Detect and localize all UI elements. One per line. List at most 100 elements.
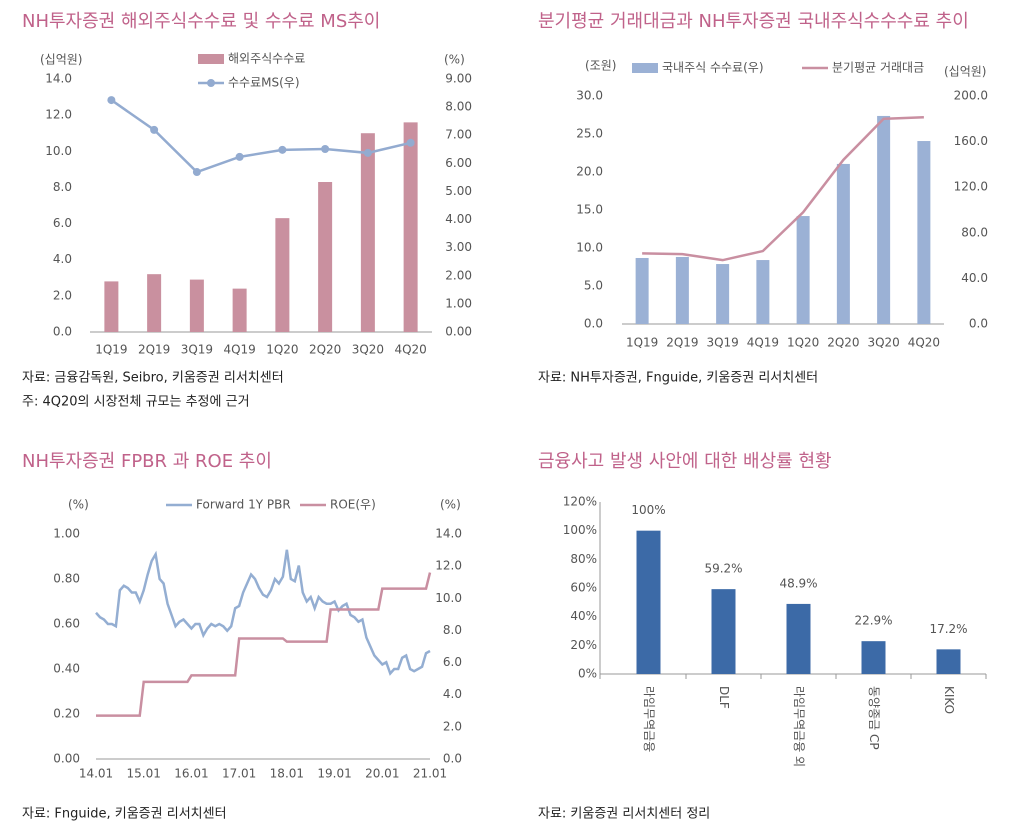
legend-label: 해외주식수수료 xyxy=(228,52,305,66)
line-marker xyxy=(192,168,201,177)
y2-tick-label: 6.00 xyxy=(445,156,472,170)
line xyxy=(110,99,411,174)
x-tick-label: 라임무역금융 외 xyxy=(792,686,806,767)
x-tick-label: 21.01 xyxy=(413,767,447,781)
x-tick-label: 14.01 xyxy=(79,767,113,781)
note: 주: 4Q20의 시장전체 규모는 추정에 근거 xyxy=(22,395,250,410)
value-label: 48.9% xyxy=(779,576,817,590)
y-tick-label: 60% xyxy=(570,581,597,595)
value-label: 100% xyxy=(631,503,665,517)
y2-tick-label: 120.0 xyxy=(954,180,988,194)
bar xyxy=(756,260,770,324)
y-axis-unit: (십억원) xyxy=(40,53,82,67)
line-marker xyxy=(278,145,287,154)
x-tick-label: 4Q20 xyxy=(908,336,940,350)
line xyxy=(96,572,432,717)
y-tick-label: 0.60 xyxy=(53,617,80,631)
y2-tick-label: 0.0 xyxy=(443,752,462,766)
x-tick-label: 1Q20 xyxy=(266,343,298,357)
chart-title: 분기평균 거래대금과 NH투자증권 국내주식수수수료 추이 xyxy=(538,11,969,32)
x-tick-label: 18.01 xyxy=(270,767,304,781)
y2-tick-label: 200.0 xyxy=(954,89,988,103)
y-axis-unit: (조원) xyxy=(585,59,616,73)
y-tick-label: 0.20 xyxy=(53,707,80,721)
x-tick-label: 2Q19 xyxy=(666,336,698,350)
legend-marker xyxy=(207,79,215,87)
line-marker xyxy=(406,138,415,147)
legend-label: 국내주식 수수료(우) xyxy=(662,61,764,75)
y-tick-label: 0.80 xyxy=(53,572,80,586)
source: 자료: NH투자증권, Fnguide, 키움증권 리서치센터 xyxy=(538,371,818,386)
y2-tick-label: 1.00 xyxy=(445,296,472,310)
y2-tick-label: 4.0 xyxy=(443,687,462,701)
bar xyxy=(147,274,162,332)
y2-tick-label: 0.0 xyxy=(969,317,988,331)
line xyxy=(95,549,431,676)
x-tick-label: 16.01 xyxy=(174,767,208,781)
line-marker xyxy=(321,144,330,153)
y2-tick-label: 80.0 xyxy=(961,225,988,239)
x-tick-label: 3Q19 xyxy=(706,336,738,350)
y2-tick-label: 5.00 xyxy=(445,184,472,198)
bar xyxy=(836,163,850,324)
y-tick-label: 120% xyxy=(563,495,597,509)
x-tick-label: 4Q19 xyxy=(223,343,255,357)
bar xyxy=(917,141,931,324)
y-tick-label: 5.0 xyxy=(584,279,603,293)
line xyxy=(642,116,924,262)
y-tick-label: 0.0 xyxy=(584,317,603,331)
x-tick-label: KIKO xyxy=(942,686,956,714)
source: 자료: 금융감독원, Seibro, 키움증권 리서치센터 xyxy=(22,371,284,386)
y2-tick-label: 7.00 xyxy=(445,128,472,142)
chart-title: NH투자증권 해외주식수수료 및 수수료 MS추이 xyxy=(22,11,380,32)
bar xyxy=(796,216,810,324)
line-marker xyxy=(235,152,244,161)
x-tick-label: 1Q19 xyxy=(626,336,658,350)
y-tick-label: 0.0 xyxy=(53,325,72,339)
y2-tick-label: 8.0 xyxy=(443,623,462,637)
y-tick-label: 15.0 xyxy=(576,203,603,217)
y-tick-label: 20% xyxy=(570,638,597,652)
y2-tick-label: 40.0 xyxy=(961,271,988,285)
y2-tick-label: 3.00 xyxy=(445,240,472,254)
source: 자료: Fnguide, 키움증권 리서치센터 xyxy=(22,807,227,822)
bar xyxy=(861,641,886,674)
bar xyxy=(711,589,736,674)
x-tick-label: 2Q20 xyxy=(309,343,341,357)
bar xyxy=(675,256,689,324)
y-tick-label: 0.00 xyxy=(53,752,80,766)
x-tick-label: 1Q20 xyxy=(787,336,819,350)
y2-tick-label: 160.0 xyxy=(954,134,988,148)
chart-title: 금융사고 발생 사안에 대한 배상률 현황 xyxy=(538,451,832,472)
legend-label: 분기평균 거래대금 xyxy=(832,61,924,75)
y-tick-label: 10.0 xyxy=(576,241,603,255)
y2-tick-label: 2.0 xyxy=(443,719,462,733)
legend-label: Forward 1Y PBR xyxy=(196,498,291,512)
y-tick-label: 100% xyxy=(563,523,597,537)
y-tick-label: 4.0 xyxy=(53,252,72,266)
line-marker xyxy=(363,148,372,157)
bar xyxy=(104,281,119,332)
y2-tick-label: 10.0 xyxy=(435,591,462,605)
x-tick-label: 15.01 xyxy=(127,767,161,781)
y-tick-label: 0% xyxy=(578,667,597,681)
y-axis-unit: (%) xyxy=(68,498,89,512)
y2-axis-unit: (%) xyxy=(440,498,461,512)
x-tick-label: 동양종금 CP xyxy=(867,686,881,750)
bar xyxy=(403,122,418,332)
x-tick-label: 19.01 xyxy=(317,767,351,781)
y-tick-label: 8.0 xyxy=(53,180,72,194)
y-tick-label: 40% xyxy=(570,609,597,623)
bar xyxy=(635,257,649,324)
y2-axis-unit: (%) xyxy=(444,53,465,67)
y2-tick-label: 9.00 xyxy=(445,72,472,86)
y2-tick-label: 8.00 xyxy=(445,100,472,114)
bar xyxy=(636,530,661,674)
bar xyxy=(936,649,961,674)
legend-label: 수수료MS(우) xyxy=(228,76,300,90)
y-tick-label: 2.0 xyxy=(53,288,72,302)
bar xyxy=(189,279,204,332)
y-tick-label: 25.0 xyxy=(576,127,603,141)
bar xyxy=(716,264,730,324)
